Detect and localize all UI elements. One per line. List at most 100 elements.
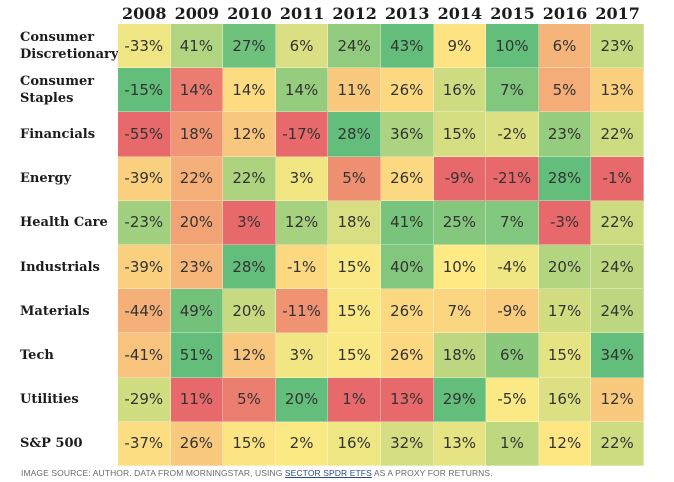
heatmap-cell: 24% <box>591 244 644 290</box>
heatmap-cell: 34% <box>591 333 644 378</box>
heatmap-cell: 51% <box>170 333 224 378</box>
heatmap-cell: 41% <box>170 24 224 69</box>
heatmap-cell: 23% <box>591 24 644 69</box>
heatmap-cell: 12% <box>275 200 329 245</box>
heatmap-cell: 20% <box>170 200 224 245</box>
year-header-2009: 2009 <box>174 4 220 23</box>
heatmap-cell: -9% <box>433 156 487 201</box>
heatmap-cell: 15% <box>328 289 381 334</box>
heatmap-cell: 40% <box>380 244 434 290</box>
heatmap-cell: -44% <box>118 289 171 334</box>
heatmap-cell: 15% <box>328 333 381 378</box>
heatmap-cell: -37% <box>118 421 171 466</box>
heatmap-cell: 16% <box>538 377 592 422</box>
heatmap-cell: 15% <box>328 244 381 290</box>
heatmap-cell: 7% <box>486 68 539 113</box>
heatmap-cell: 1% <box>486 421 539 466</box>
heatmap-cell: 18% <box>433 333 487 378</box>
heatmap-cell: 15% <box>433 112 487 157</box>
heatmap-cell: 32% <box>380 421 434 466</box>
heatmap-cell: 12% <box>591 377 644 422</box>
year-header-2015: 2015 <box>490 4 535 23</box>
heatmap-cell: 2% <box>275 421 329 466</box>
heatmap-cell: 24% <box>328 24 381 69</box>
heatmap-cell: 10% <box>433 244 487 290</box>
heatmap-cell: 13% <box>380 377 434 422</box>
heatmap-cell: 26% <box>380 68 434 113</box>
year-header-2016: 2016 <box>542 4 588 23</box>
heatmap-cell: -4% <box>486 244 539 290</box>
heatmap-cell: -39% <box>118 156 171 201</box>
year-header-2013: 2013 <box>385 4 430 23</box>
year-header-2011: 2011 <box>279 4 325 23</box>
heatmap-cell: 36% <box>380 112 434 157</box>
sector-label: Health Care <box>20 215 108 231</box>
heatmap-cell: 7% <box>433 289 487 334</box>
heatmap-cell: 7% <box>486 200 539 245</box>
heatmap-cell: 26% <box>380 289 434 334</box>
heatmap-cell: 28% <box>223 244 276 290</box>
heatmap-cell: 22% <box>223 156 276 201</box>
sector-label: Utilities <box>20 392 79 408</box>
heatmap-cell: 22% <box>591 112 644 157</box>
heatmap-cell: 23% <box>170 244 224 290</box>
heatmap-cell: -1% <box>591 156 644 201</box>
heatmap-cell: -33% <box>118 24 171 69</box>
heatmap-cell: -39% <box>118 244 171 290</box>
heatmap-cell: 18% <box>328 200 381 245</box>
heatmap-cell: -1% <box>275 244 329 290</box>
heatmap-cell: 6% <box>275 24 329 69</box>
heatmap-cell: 11% <box>328 68 381 113</box>
source-note: IMAGE SOURCE: AUTHOR. DATA FROM MORNINGS… <box>21 468 493 478</box>
source-note-prefix: IMAGE SOURCE: AUTHOR. DATA FROM MORNINGS… <box>21 468 285 478</box>
year-header-2012: 2012 <box>332 4 377 23</box>
year-header-2014: 2014 <box>437 4 483 23</box>
heatmap-cell: -5% <box>486 377 539 422</box>
heatmap-cell: 27% <box>223 24 276 69</box>
heatmap-cell: 16% <box>433 68 487 113</box>
heatmap-cell: -15% <box>118 68 171 113</box>
heatmap-cell: 13% <box>433 421 487 466</box>
heatmap-cell: -21% <box>486 156 539 201</box>
heatmap-cell: -17% <box>275 112 329 157</box>
header-corner <box>0 0 118 24</box>
heatmap-cell: 12% <box>223 112 276 157</box>
heatmap-cell: 3% <box>223 200 276 245</box>
heatmap-cell: 22% <box>591 200 644 245</box>
heatmap-cell: 49% <box>170 289 224 334</box>
heatmap-cell: 12% <box>223 333 276 378</box>
heatmap-cell: 26% <box>380 333 434 378</box>
sector-spdr-etfs-link[interactable]: SECTOR SPDR ETFS <box>284 468 372 478</box>
heatmap-cell: 6% <box>486 333 539 378</box>
heatmap-cell: 20% <box>223 289 276 334</box>
year-header-2008: 2008 <box>122 4 167 23</box>
heatmap-cell: 29% <box>433 377 487 422</box>
heatmap-cell: 5% <box>223 377 276 422</box>
heatmap-cell: 24% <box>591 289 644 334</box>
heatmap-cell: 14% <box>170 68 224 113</box>
heatmap-cell: -41% <box>118 333 171 378</box>
heatmap-cell: 26% <box>170 421 224 466</box>
heatmap-cell: -2% <box>486 112 539 157</box>
heatmap-cell: -55% <box>118 112 171 157</box>
heatmap-cell: 3% <box>275 156 329 201</box>
heatmap-cell: -23% <box>118 200 171 245</box>
year-header-2017: 2017 <box>595 4 640 23</box>
heatmap-cell: 25% <box>433 200 487 245</box>
heatmap-cell: 22% <box>591 421 644 466</box>
heatmap-cell: 20% <box>275 377 329 422</box>
heatmap-cell: 10% <box>486 24 539 69</box>
heatmap-cell: 15% <box>538 333 592 378</box>
returns-heatmap: 2008 2009 2010 2011 2012 2013 2014 2015 2016 2017… <box>0 0 644 466</box>
heatmap-cell: 14% <box>275 68 329 113</box>
heatmap-cell: 18% <box>170 112 224 157</box>
year-header-2010: 2010 <box>227 4 272 23</box>
heatmap-cell: 11% <box>170 377 224 422</box>
heatmap-cell: 14% <box>223 68 276 113</box>
heatmap-cell: 26% <box>380 156 434 201</box>
heatmap-cell: 12% <box>538 421 592 466</box>
heatmap-cell: 9% <box>433 24 487 69</box>
sector-label: S&P 500 <box>20 436 83 452</box>
source-note-suffix: AS A PROXY FOR RETURNS. <box>371 468 493 478</box>
heatmap-cell: 3% <box>275 333 329 378</box>
